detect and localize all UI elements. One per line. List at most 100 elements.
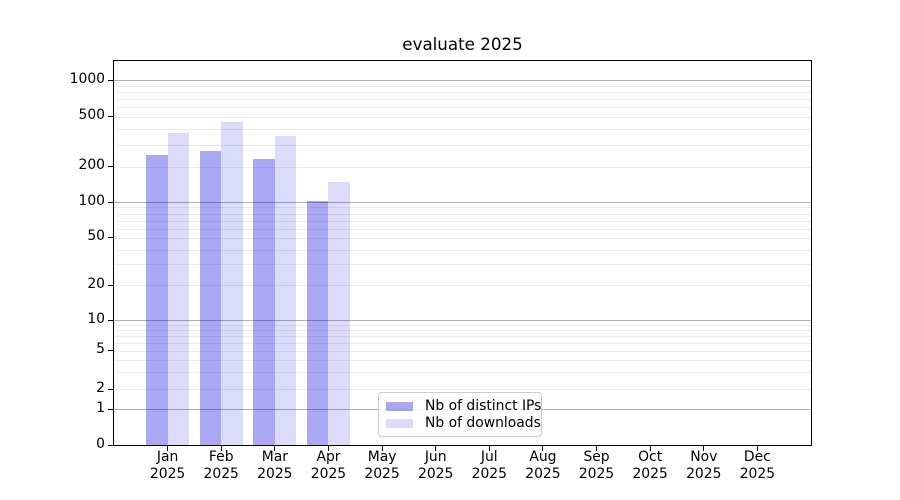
- y-tick-mark: [108, 237, 113, 239]
- y-tick-mark: [108, 79, 113, 81]
- x-tick-mark: [542, 446, 544, 451]
- legend-swatch-downloads: [386, 418, 413, 429]
- y-tick-label: 0: [96, 435, 105, 452]
- bar-downloads: [328, 181, 350, 445]
- gridline-minor: [114, 342, 811, 344]
- x-tick-month: May: [367, 449, 397, 465]
- bar-distinct-ips: [199, 150, 222, 445]
- gridline-minor: [114, 213, 811, 215]
- gridline-minor: [114, 85, 811, 87]
- x-tick-label: Oct 2025: [615, 449, 685, 483]
- x-tick-mark: [327, 446, 329, 451]
- gridline-minor: [114, 116, 811, 118]
- gridline-minor: [114, 263, 811, 265]
- gridline-minor: [114, 350, 811, 352]
- x-tick-label: Jan 2025: [133, 449, 203, 483]
- gridline-minor: [114, 388, 811, 390]
- y-tick-mark: [108, 201, 113, 203]
- y-tick-label: 5: [96, 341, 105, 358]
- x-tick-label: Jul 2025: [454, 449, 524, 483]
- x-tick-mark: [381, 446, 383, 451]
- gridline-minor: [114, 166, 811, 168]
- gridline-major: [114, 201, 811, 203]
- x-tick-year: 2025: [149, 465, 186, 482]
- x-tick-label: Feb 2025: [186, 449, 256, 483]
- y-tick-mark: [108, 319, 113, 321]
- legend-item-downloads: Nb of downloads: [386, 415, 541, 432]
- gridline-minor: [114, 98, 811, 100]
- x-tick-mark: [488, 446, 490, 451]
- y-tick-mark: [108, 444, 113, 446]
- gridline-minor: [114, 329, 811, 331]
- x-tick-year: 2025: [418, 465, 454, 482]
- y-tick-label: 50: [87, 228, 105, 245]
- gridline-minor: [114, 106, 811, 108]
- bar-distinct-ips: [253, 159, 275, 445]
- x-tick-mark: [220, 446, 222, 451]
- y-tick-label: 2: [96, 379, 105, 396]
- y-tick-label: 200: [78, 157, 105, 174]
- gridline-minor: [114, 249, 811, 251]
- x-tick-mark: [596, 446, 598, 451]
- x-tick-label: Mar 2025: [240, 449, 310, 483]
- gridline-minor: [114, 371, 811, 373]
- x-tick-month: Jan: [156, 449, 179, 465]
- bar-distinct-ips: [306, 201, 329, 445]
- plot-area: Nb of distinct IPs Nb of downloads: [108, 60, 812, 451]
- gridline-minor: [114, 144, 811, 146]
- x-tick-month: Sep: [583, 449, 610, 465]
- y-tick-label: 1000: [69, 70, 105, 87]
- y-tick-label: 10: [87, 310, 105, 327]
- gridline-minor: [114, 284, 811, 286]
- x-tick-month: Jul: [480, 449, 498, 465]
- legend-swatch-distinct-ips: [386, 401, 413, 412]
- chart-title: evaluate 2025: [402, 34, 523, 54]
- y-tick-label: 500: [78, 107, 105, 124]
- x-tick-month: Feb: [208, 449, 234, 465]
- legend-label-distinct-ips: Nb of distinct IPs: [425, 398, 542, 414]
- x-tick-month: Aug: [529, 449, 557, 465]
- y-tick-mark: [108, 388, 113, 390]
- legend: Nb of distinct IPs Nb of downloads: [378, 392, 542, 437]
- y-tick-mark: [108, 284, 113, 286]
- y-tick-mark: [108, 166, 113, 168]
- x-tick-mark: [435, 446, 437, 451]
- gridline-minor: [114, 206, 811, 208]
- legend-label-downloads: Nb of downloads: [425, 415, 541, 431]
- x-tick-year: 2025: [257, 465, 293, 482]
- y-tick-label: 100: [78, 192, 105, 209]
- x-tick-mark: [703, 446, 705, 451]
- gridline-major: [114, 319, 811, 321]
- gridline-minor: [114, 335, 811, 337]
- legend-item-distinct-ips: Nb of distinct IPs: [386, 398, 541, 415]
- x-tick-label: Apr 2025: [293, 449, 363, 483]
- y-tick-mark: [108, 408, 113, 410]
- x-tick-mark: [274, 446, 276, 451]
- x-tick-mark: [649, 446, 651, 451]
- x-tick-year: 2025: [310, 465, 347, 482]
- gridline-major: [114, 79, 811, 81]
- x-tick-year: 2025: [525, 465, 561, 482]
- y-tick-label: 20: [87, 275, 105, 292]
- bar-downloads: [274, 136, 297, 445]
- x-tick-year: 2025: [686, 465, 722, 482]
- gridline-minor: [114, 228, 811, 230]
- x-tick-year: 2025: [471, 465, 507, 482]
- x-tick-label: Sep 2025: [562, 449, 632, 483]
- gridline-minor: [114, 324, 811, 326]
- x-tick-month: Jun: [424, 449, 447, 465]
- y-tick-label: 1: [96, 399, 105, 416]
- gridline-minor: [114, 91, 811, 93]
- gridline-minor: [114, 359, 811, 361]
- bar-distinct-ips: [146, 154, 168, 445]
- x-tick-label: Jun 2025: [401, 449, 471, 483]
- y-tick-mark: [108, 350, 113, 352]
- bar-downloads: [221, 122, 243, 445]
- bar-downloads: [167, 133, 190, 445]
- x-tick-label: Nov 2025: [669, 449, 739, 483]
- gridline-minor: [114, 220, 811, 222]
- gridline-minor: [114, 237, 811, 239]
- x-tick-year: 2025: [578, 465, 615, 482]
- x-tick-mark: [756, 446, 758, 451]
